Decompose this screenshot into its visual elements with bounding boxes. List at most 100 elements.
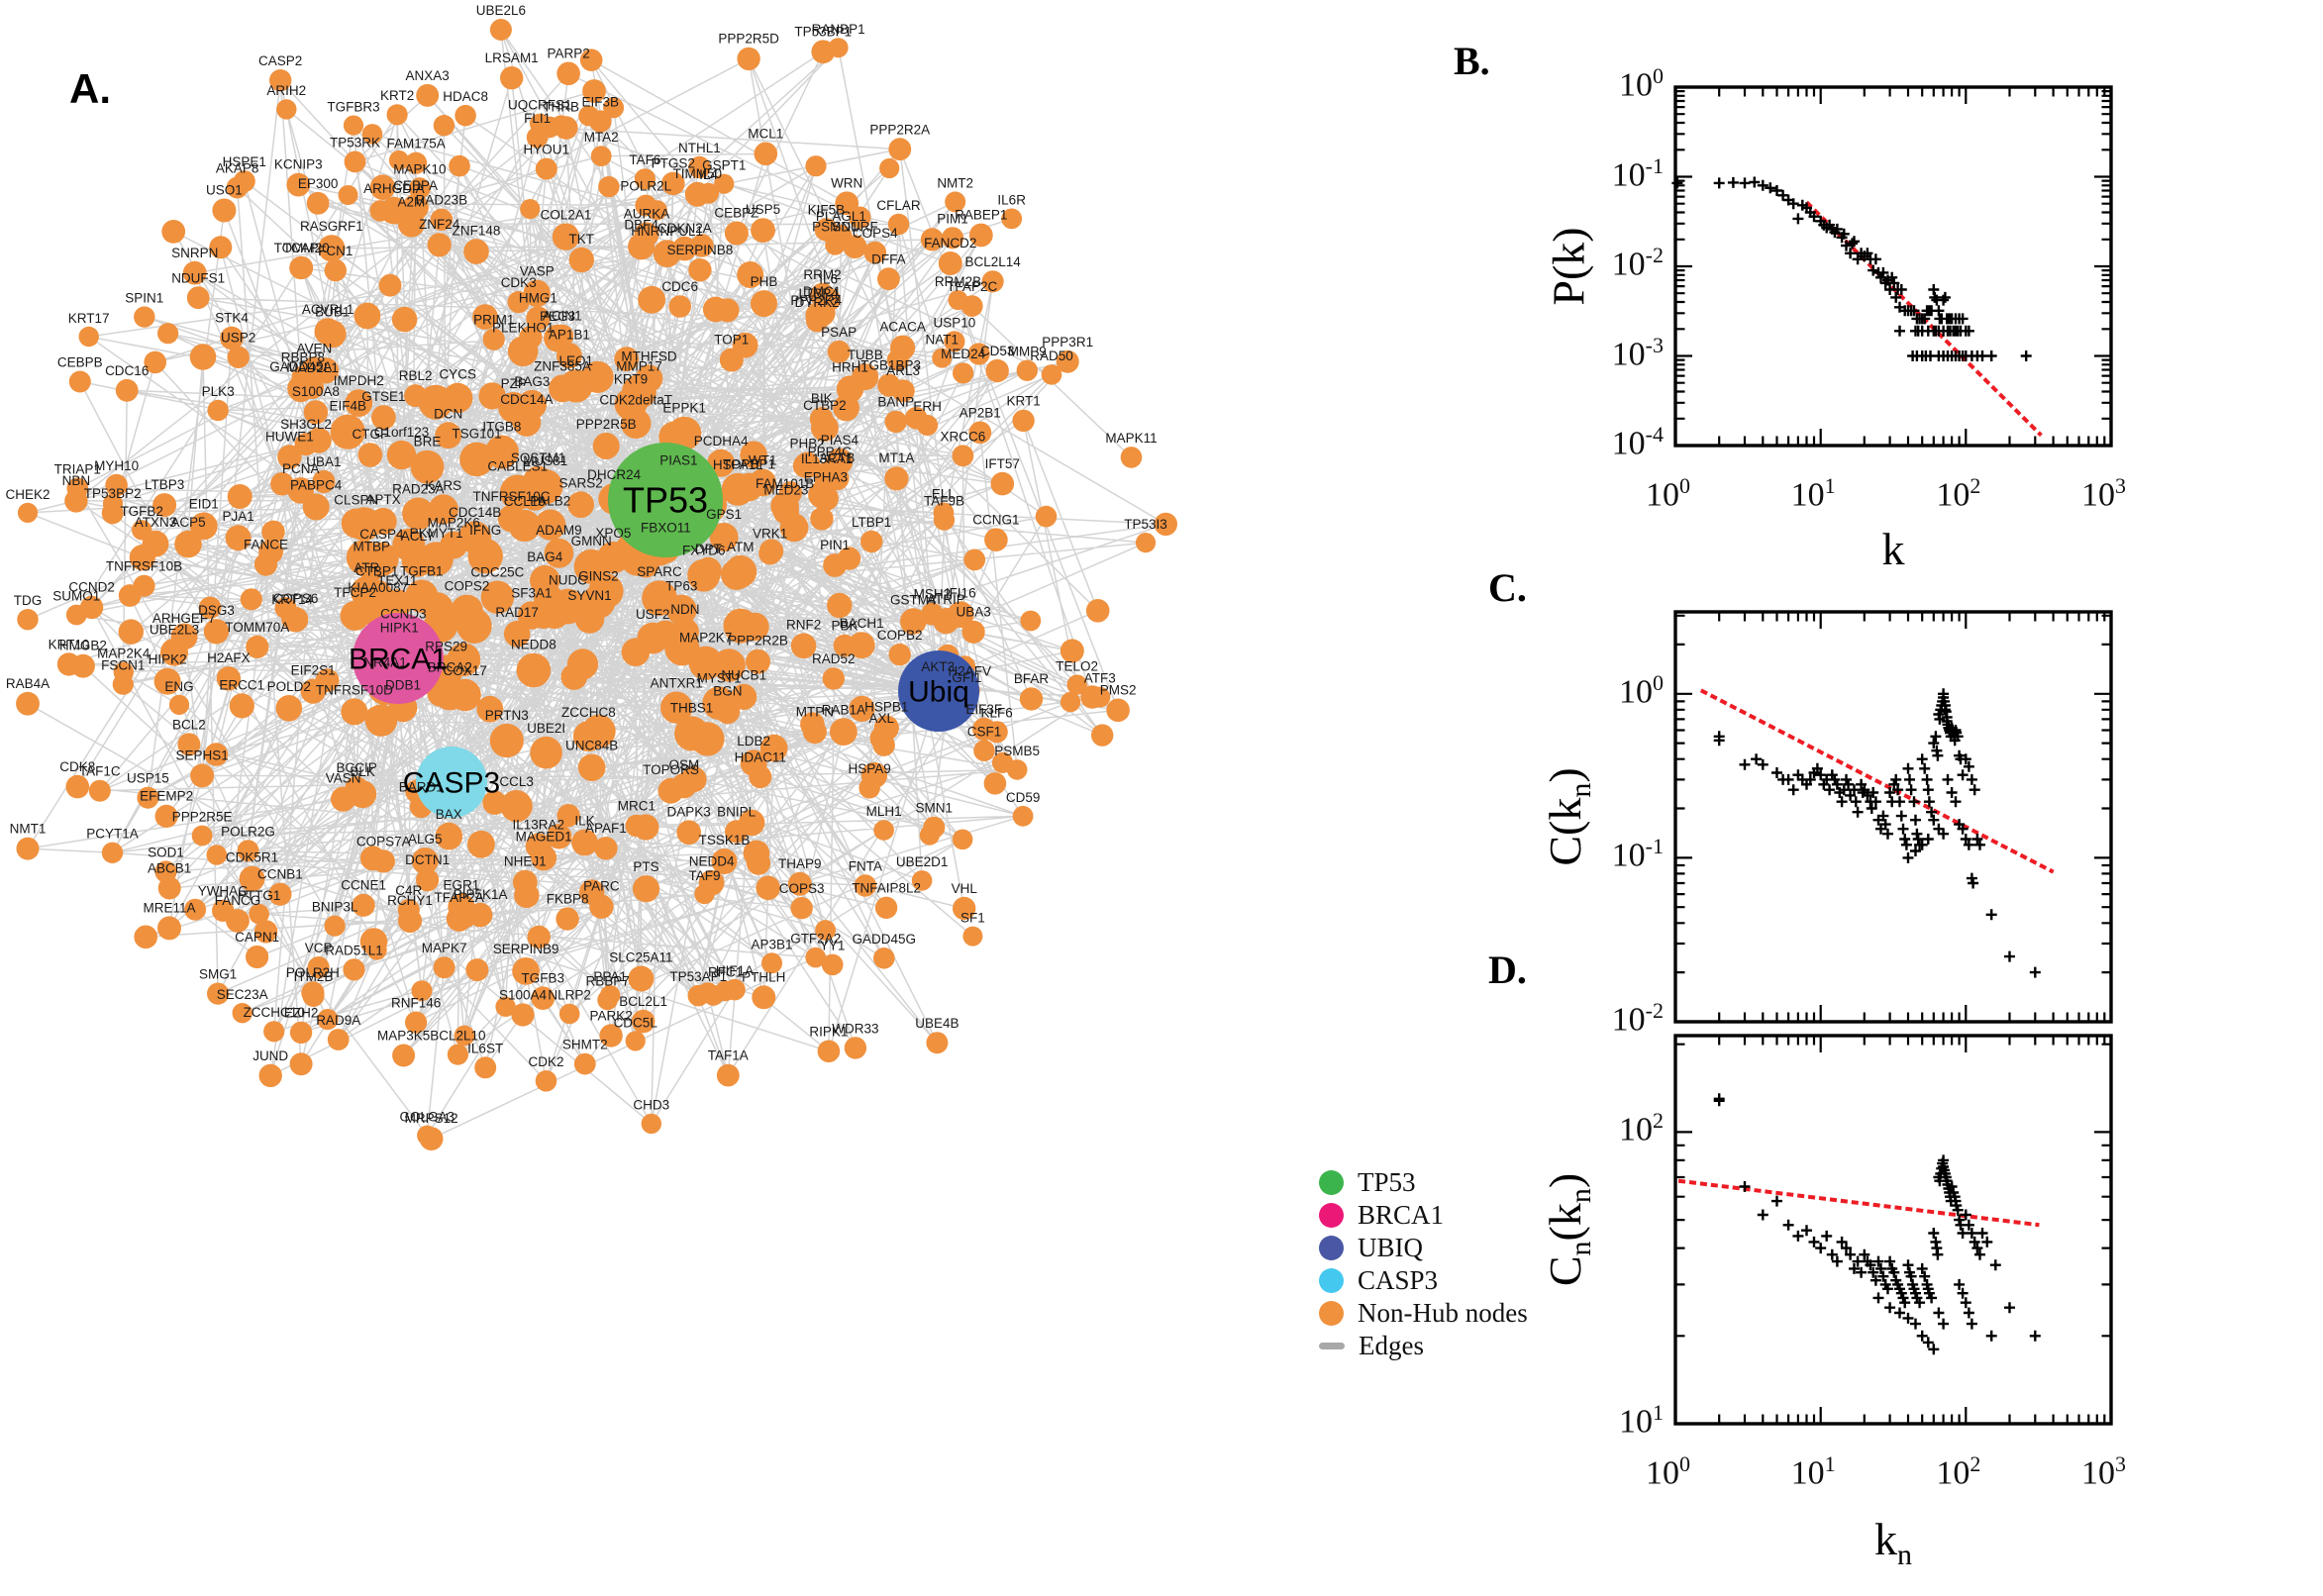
network-node [476, 695, 504, 723]
network-node-label: MAPK7 [422, 941, 467, 955]
network-node-label: CCL16 [504, 494, 546, 509]
network-node-label: UBA1 [306, 454, 341, 469]
network-node-label: SNURF [832, 219, 878, 234]
network-node [338, 185, 358, 205]
network-node [190, 763, 215, 788]
network-node-label: SERPINB9 [493, 942, 559, 956]
network-node-label: CTGF [353, 427, 389, 442]
network-node-label: ACLY [401, 529, 435, 544]
network-node-label: SF3A1 [511, 585, 552, 600]
network-node-label: THRB [543, 99, 579, 114]
network-node [578, 105, 599, 127]
network-node-label: MAP2K7 [679, 631, 732, 646]
network-node-label: ACTB [819, 450, 855, 465]
network-node [695, 556, 722, 584]
network-node-label: CEBPA [393, 178, 438, 193]
network-node [65, 604, 87, 626]
network-node [756, 875, 780, 901]
network-node [953, 362, 974, 384]
network-node-label: TAF6 [629, 152, 660, 167]
network-node-label: TP53RK [330, 135, 380, 150]
network-node-label: NHEJ1 [504, 854, 547, 869]
hub-label-brca1: BRCA1 [349, 644, 448, 676]
network-node-label: MTPN [796, 704, 834, 719]
network-node-label: MAP2K4 [97, 647, 151, 661]
network-node-label: ERCC1 [219, 677, 264, 692]
network-node-label: OSM [669, 757, 700, 772]
network-node [712, 648, 746, 682]
network-node-label: PLK3 [202, 384, 235, 399]
network-node [489, 19, 512, 41]
network-node-label: HRH1 [832, 359, 868, 374]
network-node-label: CLSPN [334, 492, 378, 507]
network-node-label: MED23 [763, 483, 808, 498]
network-node [1106, 698, 1130, 723]
network-node [800, 712, 825, 737]
network-node [651, 620, 680, 649]
network-node [189, 344, 217, 370]
network-node-label: NAT1 [926, 333, 960, 348]
network-node-label: BCL2 [172, 717, 206, 732]
network-node-label: WRN [831, 175, 862, 190]
network-node-label: EGR1 [444, 877, 480, 892]
network-node [945, 191, 966, 213]
network-node-label: TUBB [848, 348, 883, 362]
network-node-label: RBBP8 [281, 350, 325, 365]
network-node-label: PSMB5 [994, 744, 1040, 758]
network-node-label: SNRPN [171, 246, 218, 260]
network-node [1066, 674, 1087, 695]
network-node-label: FAM101B [756, 476, 814, 491]
network-node-label: CHD3 [633, 1098, 669, 1113]
network-node [182, 260, 207, 285]
network-node-label: MCL1 [748, 127, 783, 142]
network-node-label: EP300 [298, 176, 339, 191]
network-node [740, 441, 767, 468]
network-node-label: AXL [869, 711, 895, 726]
network-node-label: CDC6 [661, 279, 698, 294]
network-node-label: RAD50 [1030, 349, 1073, 363]
network-node-label: NMT1 [10, 822, 47, 837]
network-node [833, 394, 859, 422]
network-node [343, 958, 365, 981]
network-node [806, 310, 828, 333]
network-node-label: RAD9A [316, 1013, 360, 1028]
network-node [590, 146, 612, 167]
network-node [465, 958, 489, 982]
network-node-label: TNFRSF10B [106, 559, 182, 574]
network-node [277, 445, 302, 469]
network-node [371, 405, 396, 430]
network-node-label: PPP3R1 [1042, 335, 1093, 349]
network-node [715, 699, 741, 725]
network-node [653, 240, 681, 267]
network-node [952, 829, 973, 850]
network-node-label: RNF146 [391, 996, 441, 1011]
network-node [345, 389, 373, 417]
network-node-label: HSPA1L [713, 457, 763, 472]
network-node [735, 472, 763, 502]
network-node-label: HSPB1 [864, 700, 908, 715]
network-node-label: A2M [398, 195, 426, 210]
network-node-label: RANBP1 [812, 22, 865, 37]
network-node [207, 399, 229, 422]
plot-c-ytick-10e-2: 10-2 [1611, 998, 1664, 1039]
network-node [790, 897, 813, 920]
network-node-label: TFAP2A [435, 890, 484, 905]
network-node-label: TEX11 [377, 573, 417, 588]
network-node [378, 273, 402, 297]
network-node [191, 825, 213, 847]
network-node-label: BUB1 [315, 305, 350, 320]
network-node-label: GPS1 [706, 507, 742, 522]
network-node [17, 502, 39, 523]
network-node [534, 584, 564, 615]
network-node [1019, 687, 1044, 711]
network-node-label: IL6R [997, 193, 1026, 208]
network-node-label: PCYT1A [86, 827, 139, 842]
network-node-label: CD53 [980, 344, 1015, 358]
network-node [134, 306, 155, 328]
network-node [258, 1063, 282, 1088]
network-node [56, 652, 81, 676]
network-node-label: THBS1 [670, 701, 714, 716]
network-node-label: RBL2 [399, 368, 433, 383]
network-node-label: SMG1 [199, 967, 237, 982]
network-node [253, 920, 278, 944]
